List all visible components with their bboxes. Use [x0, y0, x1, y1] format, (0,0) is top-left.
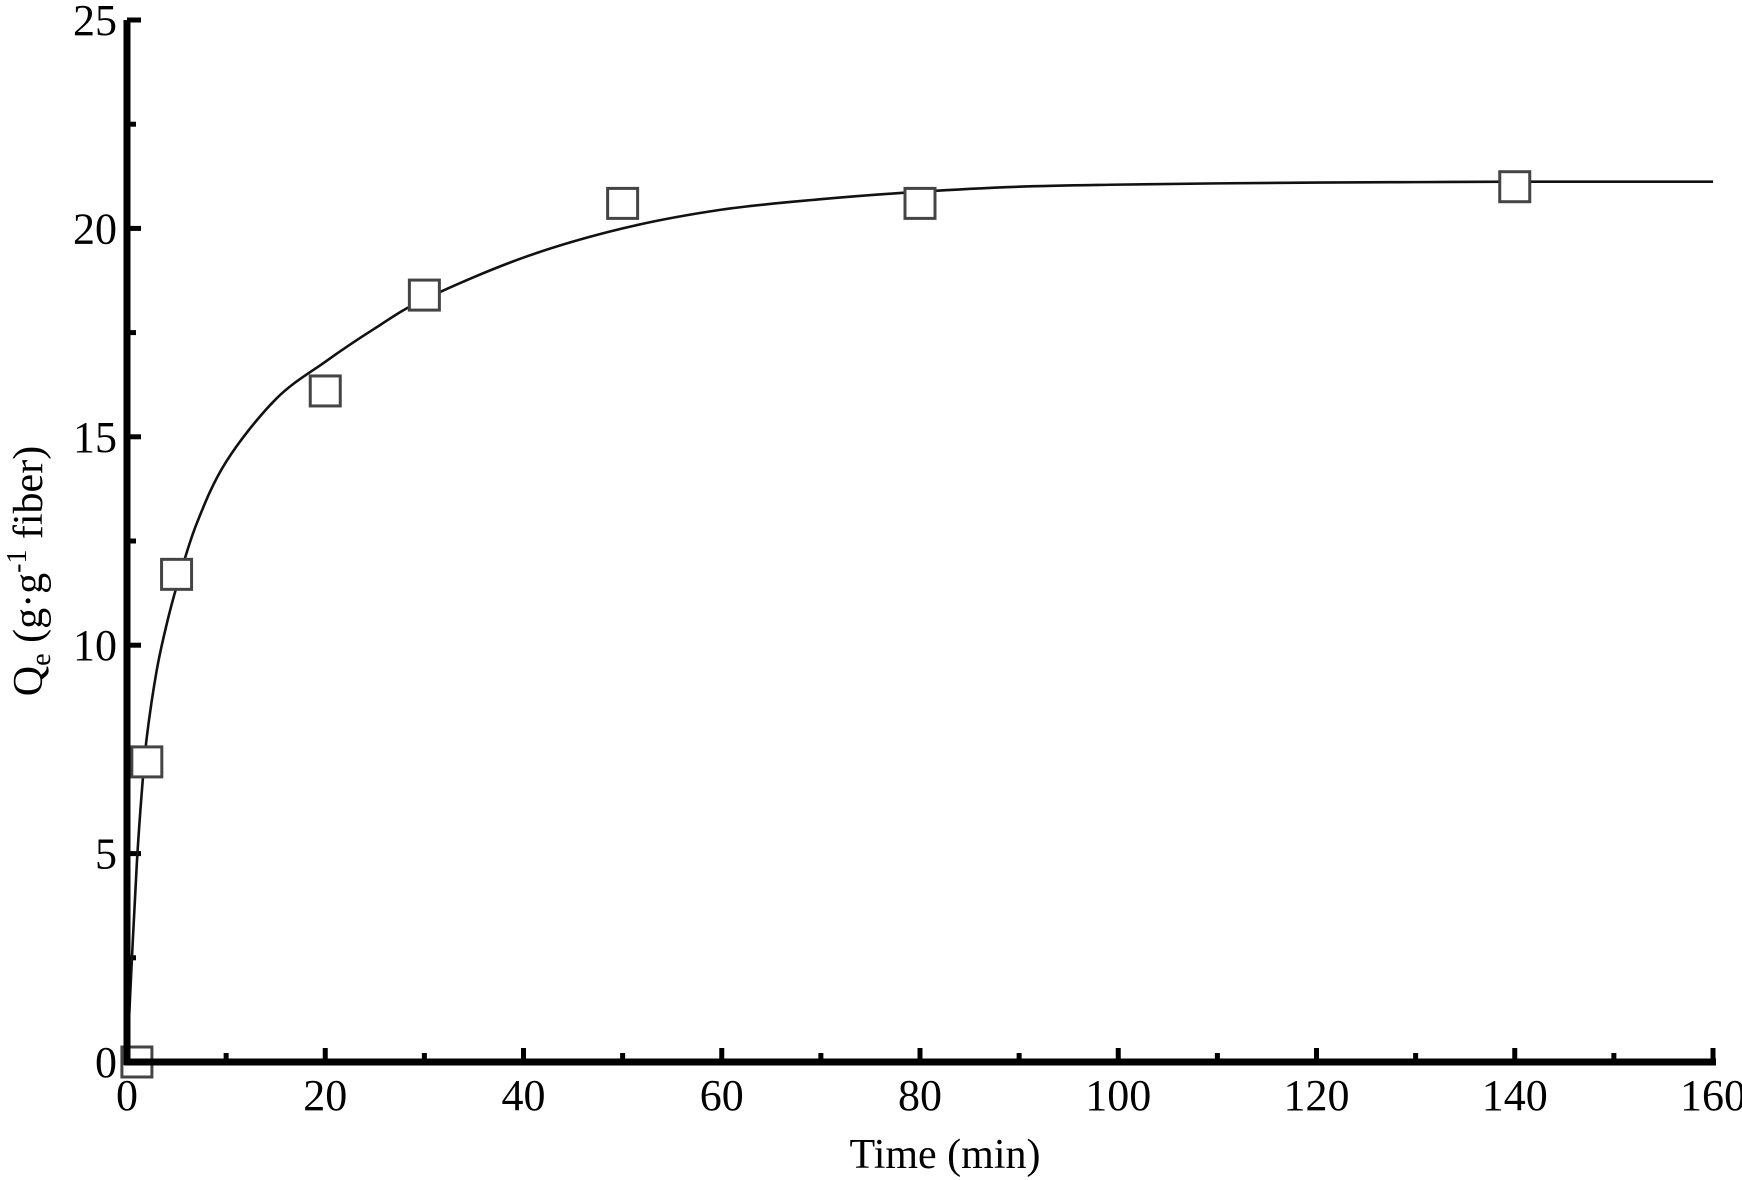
y-tick-label: 10	[73, 621, 117, 670]
data-point-marker	[1498, 170, 1532, 204]
x-tick-label: 80	[898, 1071, 942, 1120]
y-axis-title-main: Q	[6, 666, 52, 696]
x-tick-label: 140	[1482, 1071, 1548, 1120]
y-axis-title: Qe (g·g-1 fiber)	[2, 446, 57, 696]
tick-labels: 0 20 40 60 80 100 120 140 160 0 5 10 15 20 25	[73, 0, 1742, 1120]
data-point-marker	[903, 186, 937, 220]
y-tick-label: 15	[73, 413, 117, 462]
y-tick-label: 20	[73, 204, 117, 253]
x-axis-title: Time (min)	[850, 1132, 1041, 1178]
data-point-marker	[160, 557, 194, 591]
x-tick-label: 20	[303, 1071, 347, 1120]
x-tick-label: 120	[1284, 1071, 1350, 1120]
y-axis-title-superscript: -1	[2, 550, 33, 573]
x-tick-label: 100	[1085, 1071, 1151, 1120]
y-tick-label: 5	[95, 830, 117, 879]
plot-area	[120, 170, 1713, 1079]
data-point-marker	[407, 278, 441, 312]
data-point-marker	[606, 186, 640, 220]
x-tick-label: 40	[502, 1071, 546, 1120]
x-tick-label: 160	[1680, 1071, 1742, 1120]
data-point-marker	[130, 745, 164, 779]
x-tick-label: 0	[116, 1071, 138, 1120]
y-axis-title-subscript: e	[26, 653, 57, 665]
data-point-marker	[308, 374, 342, 408]
y-tick-label: 0	[95, 1038, 117, 1087]
y-axis-title-unit-prefix: (g·g	[6, 573, 52, 653]
y-tick-label: 25	[73, 0, 117, 45]
x-tick-label: 60	[700, 1071, 744, 1120]
fit-curve	[125, 180, 1713, 1063]
y-axis-title-unit-suffix: fiber)	[6, 446, 52, 550]
tick-marks	[124, 17, 1716, 1065]
